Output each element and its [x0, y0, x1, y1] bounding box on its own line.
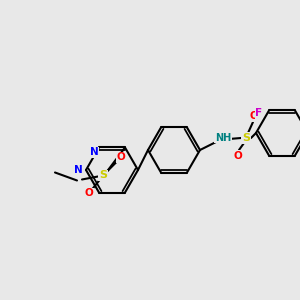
Text: N: N	[90, 148, 98, 158]
Text: NH: NH	[215, 133, 231, 143]
Text: O: O	[117, 152, 125, 163]
Text: O: O	[234, 151, 242, 161]
Text: O: O	[250, 111, 258, 121]
Text: S: S	[242, 133, 250, 143]
Text: F: F	[255, 109, 262, 118]
Text: O: O	[85, 188, 93, 199]
Text: S: S	[99, 170, 107, 181]
Text: N: N	[74, 165, 82, 175]
